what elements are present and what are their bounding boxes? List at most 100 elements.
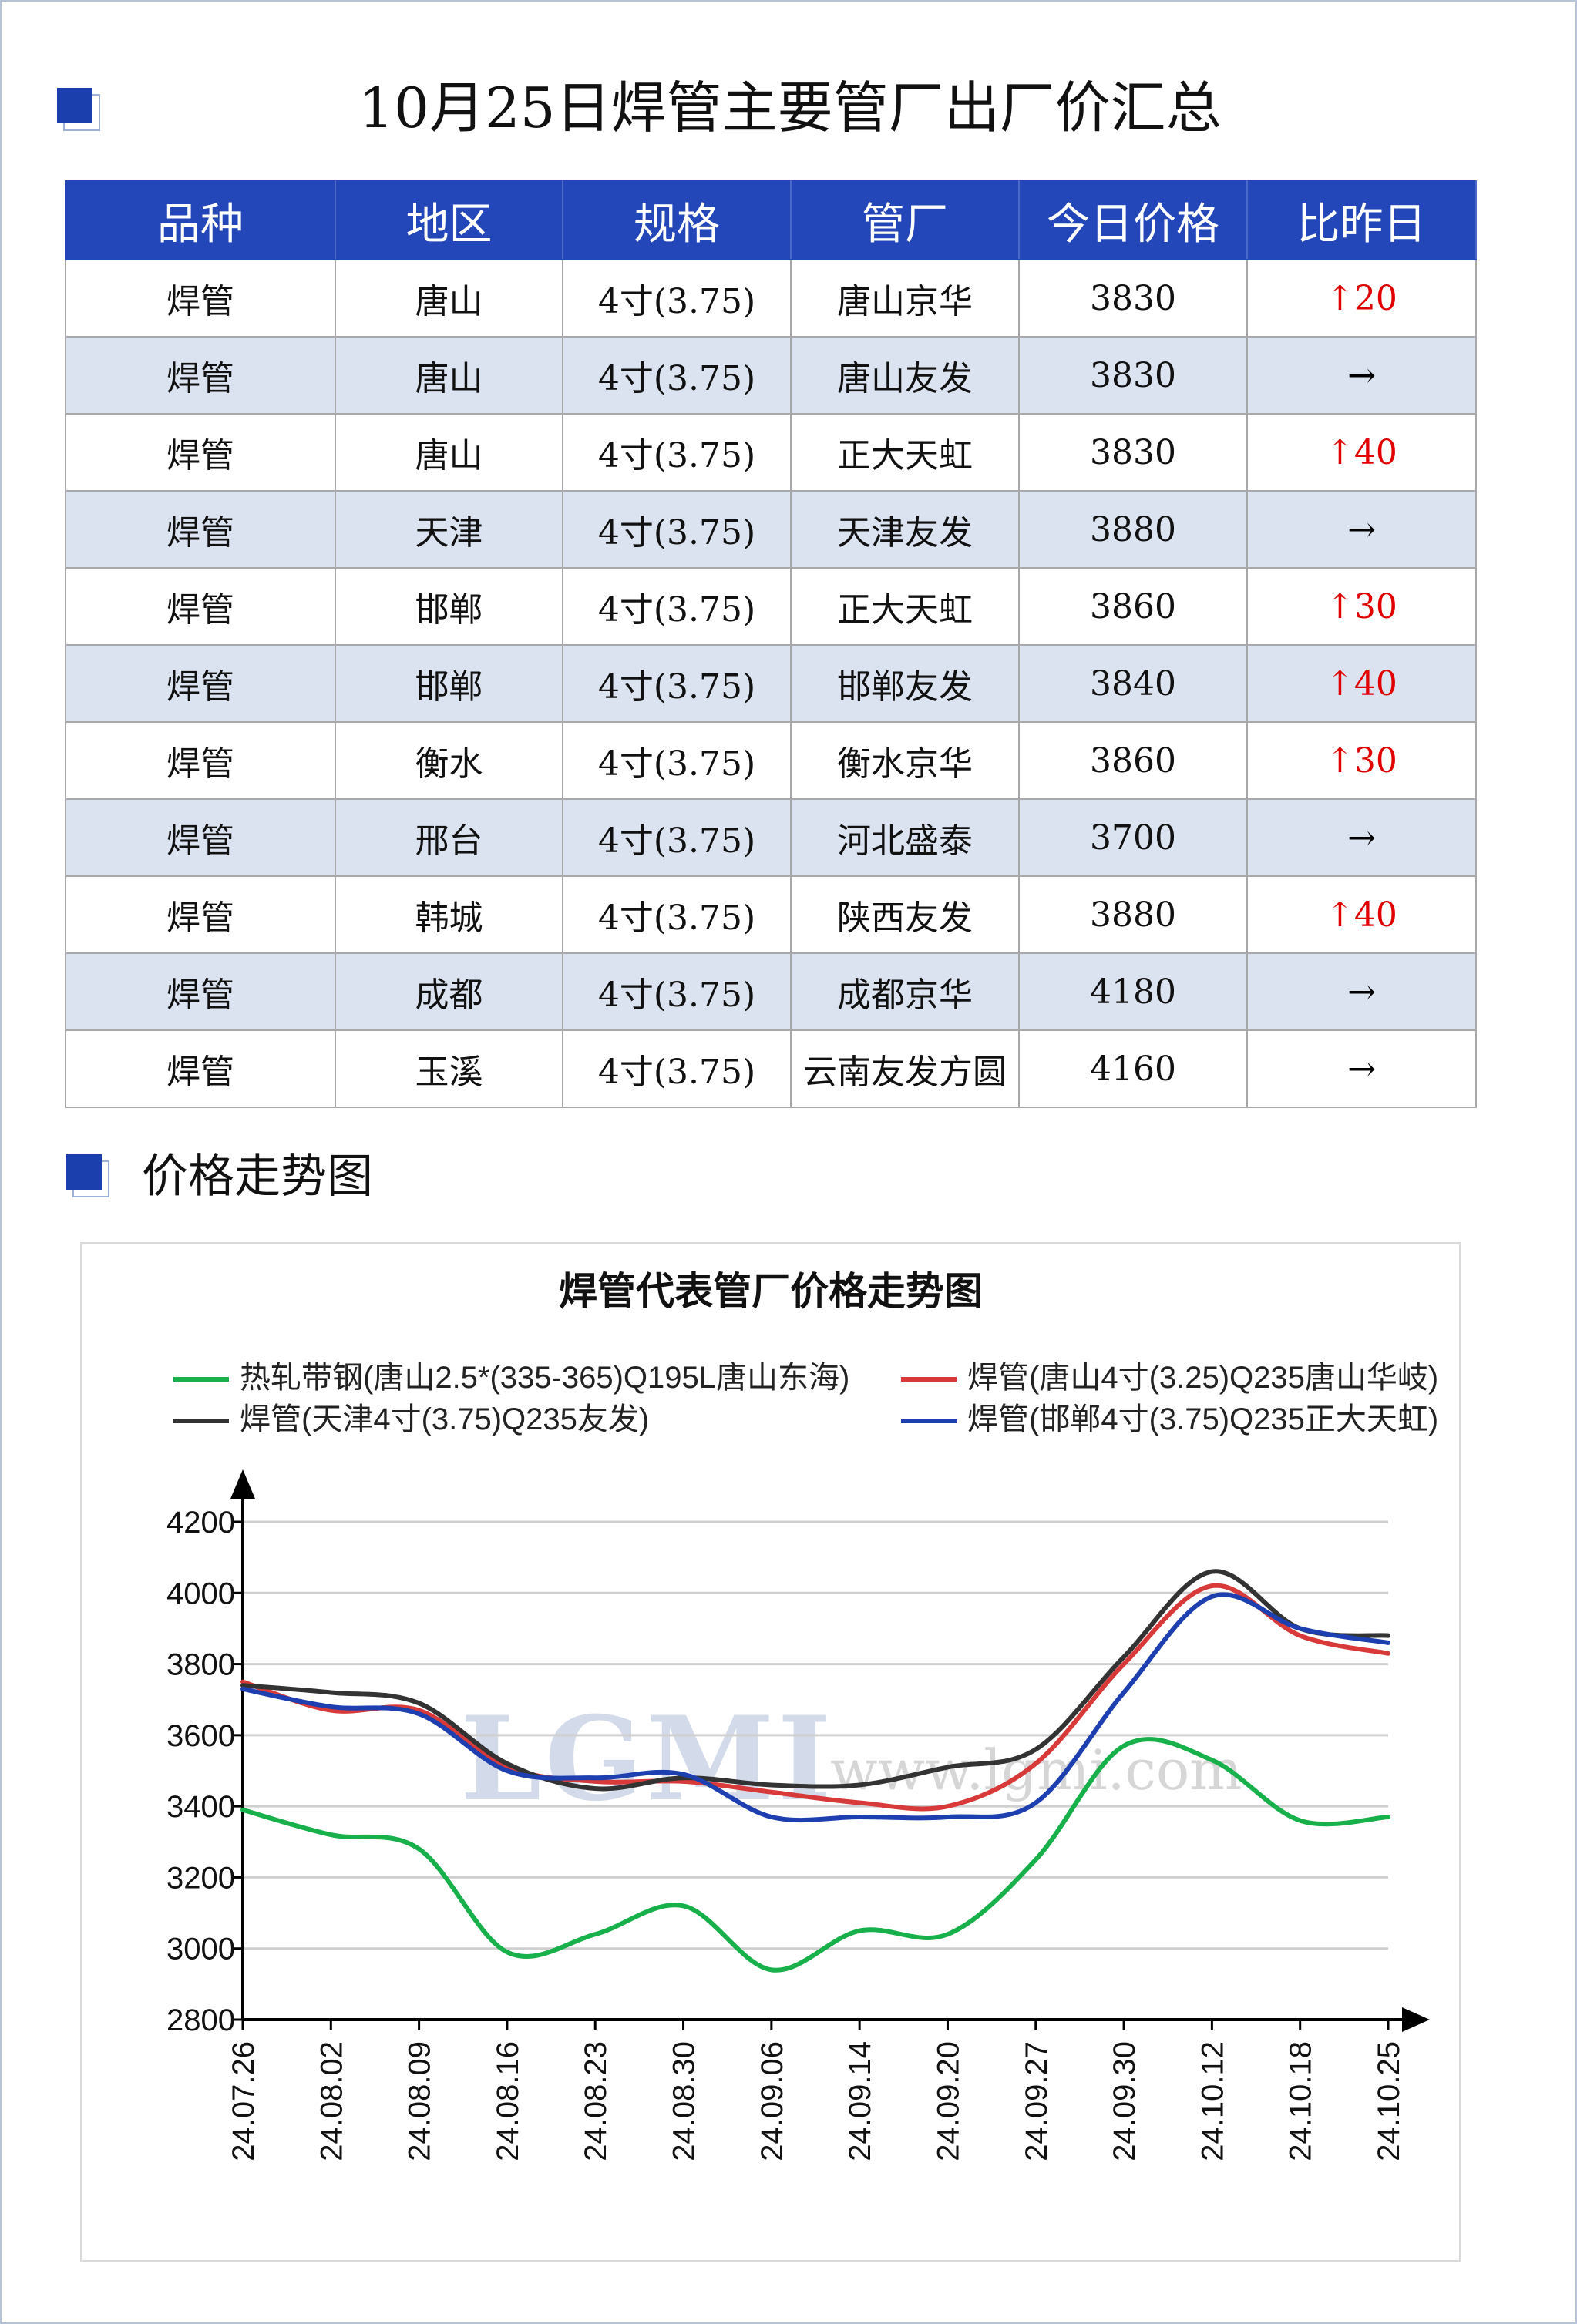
table-row: 焊管 衡水 4寸(3.75) 衡水京华 3860 ↑30 bbox=[65, 721, 1477, 800]
column-header-price: 今日价格 bbox=[1018, 180, 1248, 260]
column-header-variety: 品种 bbox=[65, 180, 336, 260]
cell-variety: 焊管 bbox=[65, 875, 336, 954]
cell-change: ↑30 bbox=[1246, 567, 1477, 646]
cell-change: ↑40 bbox=[1246, 644, 1477, 723]
y-tick-label: 3800 bbox=[166, 1648, 235, 1682]
cell-price: 3880 bbox=[1018, 875, 1248, 954]
cell-region: 唐山 bbox=[335, 413, 563, 492]
legend-label: 焊管(邯郸4寸(3.75)Q235正大天虹) bbox=[967, 1402, 1439, 1436]
y-tick-label: 3000 bbox=[166, 1933, 235, 1966]
chart-plot: 2800 3000 3200 3400 3600 3800 4000 4200 24.07.26… bbox=[166, 1469, 1430, 2161]
x-tick-label: 24.08.23 bbox=[579, 2041, 613, 2161]
x-tick-label: 24.10.18 bbox=[1284, 2041, 1318, 2161]
y-tick-label: 4200 bbox=[166, 1506, 235, 1540]
legend-label: 焊管(天津4寸(3.75)Q235友发) bbox=[240, 1402, 650, 1436]
cell-spec: 4寸(3.75) bbox=[562, 413, 792, 492]
cell-spec: 4寸(3.75) bbox=[562, 875, 792, 954]
cell-variety: 焊管 bbox=[65, 721, 336, 800]
x-tick-label: 24.09.27 bbox=[1020, 2041, 1054, 2161]
cell-mill: 唐山友发 bbox=[790, 336, 1020, 415]
table-row: 焊管 天津 4寸(3.75) 天津友发 3880 → bbox=[65, 490, 1477, 569]
cell-change: → bbox=[1246, 336, 1477, 415]
cell-variety: 焊管 bbox=[65, 952, 336, 1031]
x-tick-label: 24.08.30 bbox=[667, 2041, 701, 2161]
series-line-3 bbox=[240, 1592, 1390, 1823]
cell-mill: 衡水京华 bbox=[790, 721, 1020, 800]
cell-price: 3830 bbox=[1018, 336, 1248, 415]
y-tick-label: 2800 bbox=[166, 2003, 235, 2037]
cell-mill: 成都京华 bbox=[790, 952, 1020, 1031]
y-tick-label: 4000 bbox=[166, 1577, 235, 1610]
legend-swatch bbox=[901, 1377, 957, 1382]
cell-variety: 焊管 bbox=[65, 259, 336, 338]
section-title: 价格走势图 bbox=[142, 1150, 373, 1204]
cell-spec: 4寸(3.75) bbox=[562, 259, 792, 338]
cell-price: 3860 bbox=[1018, 721, 1248, 800]
cell-change: → bbox=[1246, 798, 1477, 877]
table-row: 焊管 韩城 4寸(3.75) 陕西友发 3880 ↑40 bbox=[65, 875, 1477, 954]
x-tick-label: 24.09.14 bbox=[843, 2041, 877, 2161]
y-tick-label: 3600 bbox=[166, 1719, 235, 1753]
cell-mill: 陕西友发 bbox=[790, 875, 1020, 954]
chart-title: 焊管代表管厂价格走势图 bbox=[559, 1269, 983, 1314]
x-tick-label: 24.10.25 bbox=[1372, 2041, 1406, 2161]
x-tick-label: 24.10.12 bbox=[1195, 2041, 1229, 2161]
table-row: 焊管 唐山 4寸(3.75) 唐山京华 3830 ↑20 bbox=[65, 259, 1477, 338]
table-header-row: 品种 地区 规格 管厂 今日价格 比昨日 bbox=[65, 180, 1477, 260]
trend-chart: 焊管代表管厂价格走势图 热轧带钢(唐山2.5*(335-365)Q195L唐山东… bbox=[80, 1242, 1461, 2262]
legend-entry-hot-rolled: 热轧带钢(唐山2.5*(335-365)Q195L唐山东海) bbox=[173, 1358, 849, 1397]
cell-region: 唐山 bbox=[335, 336, 563, 415]
cell-mill: 云南友发方圆 bbox=[790, 1029, 1020, 1108]
table-row: 焊管 玉溪 4寸(3.75) 云南友发方圆 4160 → bbox=[65, 1029, 1477, 1108]
cell-price: 3830 bbox=[1018, 259, 1248, 338]
cell-region: 唐山 bbox=[335, 259, 563, 338]
series-line-0 bbox=[240, 1737, 1390, 1973]
cell-region: 衡水 bbox=[335, 721, 563, 800]
series-line-1 bbox=[240, 1583, 1390, 1812]
cell-spec: 4寸(3.75) bbox=[562, 721, 792, 800]
cell-change: ↑30 bbox=[1246, 721, 1477, 800]
price-table: 品种 地区 规格 管厂 今日价格 比昨日 焊管 唐山 4寸(3.75) 唐山京华 383… bbox=[65, 180, 1477, 1108]
y-axis-arrow bbox=[230, 1469, 255, 1499]
cell-mill: 天津友发 bbox=[790, 490, 1020, 569]
cell-region: 天津 bbox=[335, 490, 563, 569]
legend-entry-tangshan: 焊管(唐山4寸(3.25)Q235唐山华岐) bbox=[901, 1358, 1438, 1397]
cell-mill: 河北盛泰 bbox=[790, 798, 1020, 877]
cell-price: 3700 bbox=[1018, 798, 1248, 877]
cell-variety: 焊管 bbox=[65, 413, 336, 492]
table-row: 焊管 成都 4寸(3.75) 成都京华 4180 → bbox=[65, 952, 1477, 1031]
x-tick-label: 24.09.06 bbox=[755, 2041, 789, 2161]
legend-swatch bbox=[901, 1419, 957, 1424]
series-line-2 bbox=[240, 1569, 1390, 1792]
cell-region: 邯郸 bbox=[335, 567, 563, 646]
cell-region: 韩城 bbox=[335, 875, 563, 954]
table-row: 焊管 邯郸 4寸(3.75) 正大天虹 3860 ↑30 bbox=[65, 567, 1477, 646]
cell-spec: 4寸(3.75) bbox=[562, 1029, 792, 1108]
cell-price: 4160 bbox=[1018, 1029, 1248, 1108]
cell-spec: 4寸(3.75) bbox=[562, 952, 792, 1031]
cell-region: 成都 bbox=[335, 952, 563, 1031]
legend-entry-tianjin: 焊管(天津4寸(3.75)Q235友发) bbox=[173, 1400, 649, 1439]
cell-price: 3840 bbox=[1018, 644, 1248, 723]
x-tick-label: 24.07.26 bbox=[227, 2041, 261, 2161]
x-tick-label: 24.08.02 bbox=[314, 2041, 348, 2161]
cell-change: → bbox=[1246, 1029, 1477, 1108]
cell-variety: 焊管 bbox=[65, 490, 336, 569]
table-row: 焊管 唐山 4寸(3.75) 唐山友发 3830 → bbox=[65, 336, 1477, 415]
cell-region: 邯郸 bbox=[335, 644, 563, 723]
legend-swatch bbox=[173, 1419, 229, 1424]
x-tick-label: 24.08.09 bbox=[403, 2041, 437, 2161]
cell-change: ↑20 bbox=[1246, 259, 1477, 338]
cell-change: ↑40 bbox=[1246, 875, 1477, 954]
table-row: 焊管 邢台 4寸(3.75) 河北盛泰 3700 → bbox=[65, 798, 1477, 877]
cell-spec: 4寸(3.75) bbox=[562, 644, 792, 723]
legend-swatch bbox=[173, 1377, 229, 1382]
cell-variety: 焊管 bbox=[65, 798, 336, 877]
cell-region: 邢台 bbox=[335, 798, 563, 877]
y-tick-label: 3400 bbox=[166, 1790, 235, 1824]
table-row: 焊管 邯郸 4寸(3.75) 邯郸友发 3840 ↑40 bbox=[65, 644, 1477, 723]
cell-variety: 焊管 bbox=[65, 567, 336, 646]
column-header-region: 地区 bbox=[335, 180, 563, 260]
cell-price: 4180 bbox=[1018, 952, 1248, 1031]
